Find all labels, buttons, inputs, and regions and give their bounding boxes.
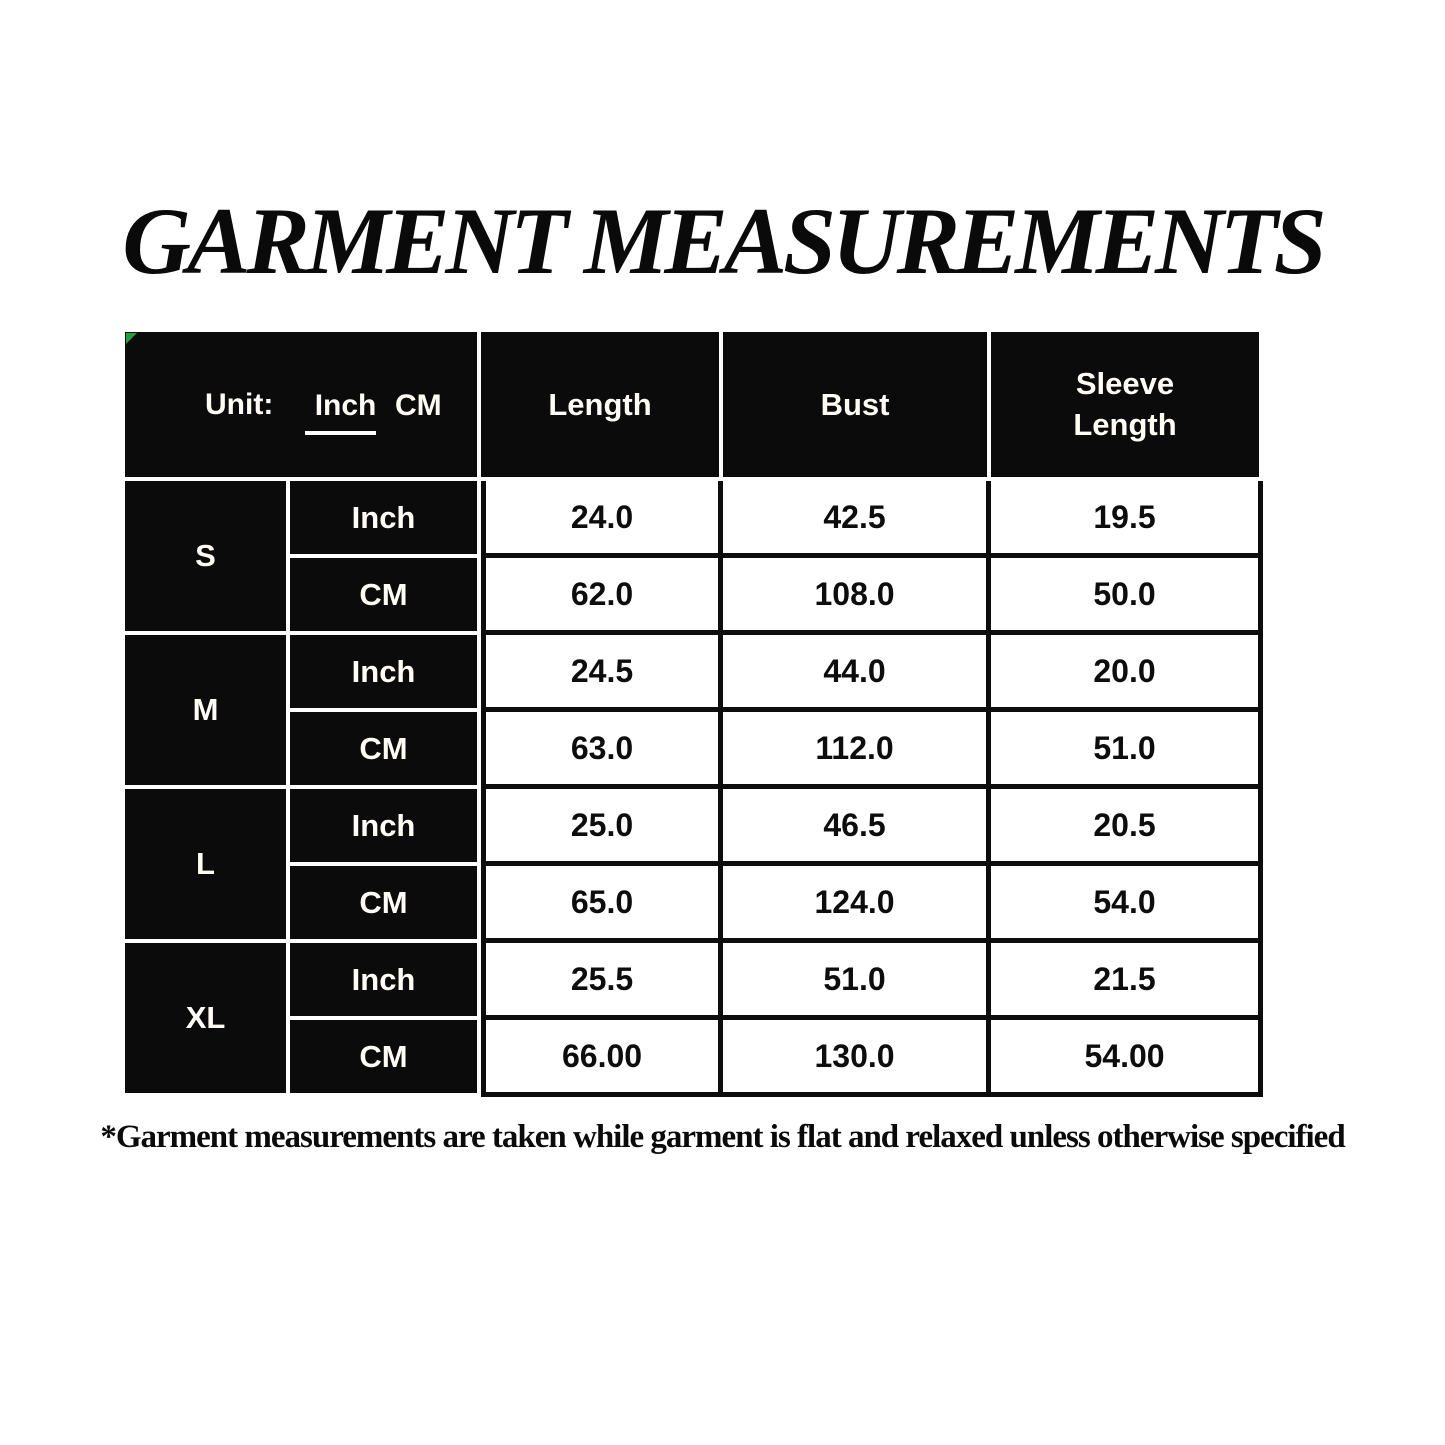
column-header-sleeve-length: Sleeve Length: [991, 332, 1264, 481]
table-row-l-inch: L Inch 25.0 46.5 20.5: [125, 789, 1264, 943]
measurement-cell: 66.00: [481, 1020, 724, 1097]
measurement-cell: 112.0: [723, 712, 992, 789]
measurement-cell: 46.5: [723, 789, 992, 866]
page-title: GARMENT MEASUREMENTS: [122, 188, 1326, 294]
column-header-length: Length: [481, 332, 724, 481]
measurement-cell: 25.0: [481, 789, 724, 866]
measurement-cell: 24.0: [481, 481, 724, 558]
footnote: *Garment measurements are taken while ga…: [100, 1119, 1345, 1155]
green-corner-marker: [126, 333, 137, 344]
size-chart-table: Unit: Inch CM Length Bust Sleeve Length …: [125, 332, 1264, 1097]
measurement-cell: 63.0: [481, 712, 724, 789]
unit-cell-inch: Inch: [290, 789, 482, 866]
unit-cell-inch: Inch: [290, 943, 482, 1020]
measurement-cell: 21.5: [991, 943, 1264, 1020]
measurement-cell: 51.0: [723, 943, 992, 1020]
unit-label: Unit:: [205, 387, 274, 421]
unit-cell-cm: CM: [290, 558, 482, 635]
header-row: Unit: Inch CM Length Bust Sleeve Length: [125, 332, 1264, 481]
unit-cell-cm: CM: [290, 866, 482, 943]
measurement-cell: 54.00: [991, 1020, 1264, 1097]
measurement-cell: 25.5: [481, 943, 724, 1020]
table-row-m-cm: CM 63.0 112.0 51.0: [125, 712, 1264, 789]
unit-cell-cm: CM: [290, 1020, 482, 1097]
table-row-m-inch: M Inch 24.5 44.0 20.0: [125, 635, 1264, 789]
size-cell-s: S: [125, 481, 290, 635]
sleeve-header-line2: Length: [1073, 406, 1177, 442]
unit-fraction: Inch CM: [273, 387, 473, 435]
table-row-xl-cm: CM 66.00 130.0 54.00: [125, 1020, 1264, 1097]
unit-fraction-bottom: CM: [394, 388, 442, 422]
unit-header-cell: Unit: Inch CM: [125, 332, 482, 481]
size-chart-table-container: Unit: Inch CM Length Bust Sleeve Length …: [125, 332, 1264, 1097]
table-row-xl-inch: XL Inch 25.5 51.0 21.5: [125, 943, 1264, 1097]
unit-cell-inch: Inch: [290, 635, 482, 712]
sleeve-header-line1: Sleeve: [1075, 366, 1175, 402]
measurement-cell: 51.0: [991, 712, 1264, 789]
table-row-s-cm: CM 62.0 108.0 50.0: [125, 558, 1264, 635]
measurement-cell: 65.0: [481, 866, 724, 943]
unit-fraction-group: Unit: Inch CM: [125, 387, 477, 435]
size-cell-m: M: [125, 635, 290, 789]
measurement-cell: 62.0: [481, 558, 724, 635]
measurement-cell: 19.5: [991, 481, 1264, 558]
unit-cell-inch: Inch: [290, 481, 482, 558]
measurement-cell: 20.0: [991, 635, 1264, 712]
size-cell-xl: XL: [125, 943, 290, 1097]
table-row-s-inch: S Inch 24.0 42.5 19.5: [125, 481, 1264, 635]
table-row-l-cm: CM 65.0 124.0 54.0: [125, 866, 1264, 943]
size-cell-l: L: [125, 789, 290, 943]
measurement-cell: 124.0: [723, 866, 992, 943]
unit-cell-cm: CM: [290, 712, 482, 789]
measurement-cell: 50.0: [991, 558, 1264, 635]
measurement-cell: 42.5: [723, 481, 992, 558]
measurement-cell: 108.0: [723, 558, 992, 635]
unit-fraction-top: Inch: [304, 388, 377, 435]
measurement-cell: 130.0: [723, 1020, 992, 1097]
measurement-cell: 44.0: [723, 635, 992, 712]
measurement-cell: 24.5: [481, 635, 724, 712]
measurement-cell: 20.5: [991, 789, 1264, 866]
measurement-cell: 54.0: [991, 866, 1264, 943]
column-header-bust: Bust: [723, 332, 992, 481]
